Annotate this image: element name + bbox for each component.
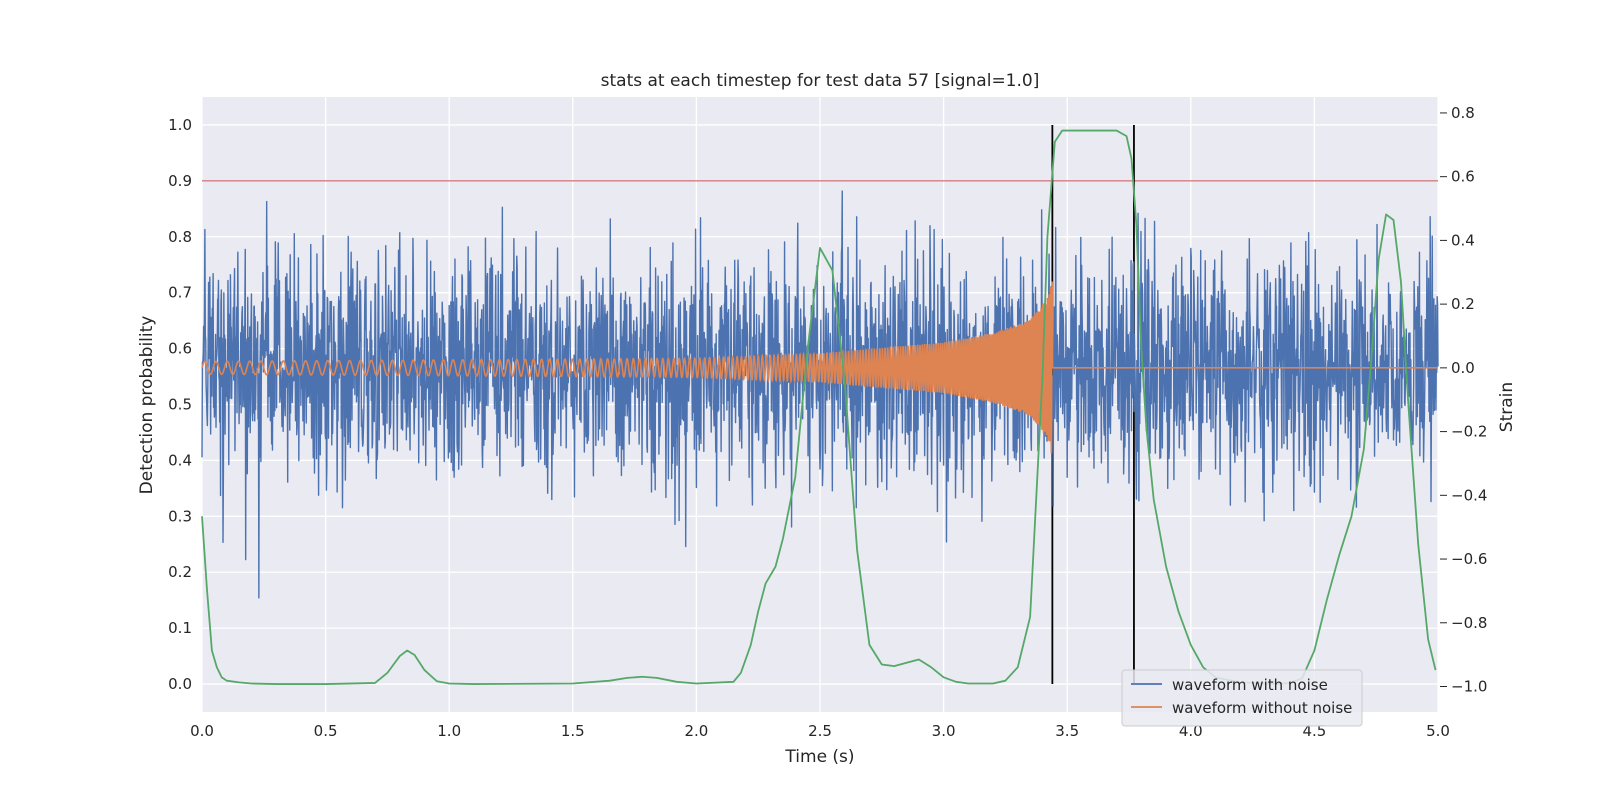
y-tick-label: 0.0	[168, 675, 192, 693]
x-tick-label: 5.0	[1426, 722, 1450, 740]
x-axis-label: Time (s)	[784, 747, 854, 767]
y2-tick-label: −0.4	[1451, 486, 1487, 504]
x-tick-label: 1.5	[561, 722, 585, 740]
y-tick-label: 0.8	[168, 228, 192, 246]
y-tick-label: 1.0	[168, 116, 192, 134]
y-tick-label: 0.6	[168, 340, 192, 358]
legend: waveform with noise waveform without noi…	[1121, 669, 1363, 727]
y-tick-label: 0.7	[168, 284, 192, 302]
y2-tick-label: 0.6	[1451, 168, 1475, 186]
y2-tick-label: −0.6	[1451, 550, 1487, 568]
x-tick-label: 0.5	[314, 722, 338, 740]
y-tick-label: 0.4	[168, 451, 192, 469]
y2-tick-label: 0.2	[1451, 295, 1475, 313]
chart-title: stats at each timestep for test data 57 …	[601, 71, 1040, 91]
x-tick-label: 3.0	[932, 722, 956, 740]
x-tick-label: 0.0	[190, 722, 214, 740]
y-tick-label: 0.9	[168, 172, 192, 190]
y2-tick-label: 0.4	[1451, 231, 1475, 249]
y2-tick-label: −1.0	[1451, 678, 1487, 696]
x-tick-label: 3.5	[1055, 722, 1079, 740]
legend-box	[1121, 669, 1363, 727]
y2-axis-label: Strain	[1497, 382, 1517, 432]
y2-tick-label: 0.8	[1451, 104, 1475, 122]
legend-label-noise: waveform with noise	[1172, 676, 1328, 694]
series-line-waveform-without-noise	[201, 281, 1438, 454]
y-tick-label: 0.2	[168, 563, 192, 581]
y2-tick-label: 0.0	[1451, 359, 1475, 377]
y-tick-label: 0.1	[168, 619, 192, 637]
y2-tick-label: −0.8	[1451, 614, 1487, 632]
x-tick-label: 2.5	[808, 722, 832, 740]
y2-tick-label: −0.2	[1451, 423, 1487, 441]
legend-label-clean: waveform without noise	[1172, 699, 1352, 717]
y-axis-label: Detection probability	[137, 316, 157, 495]
x-tick-label: 2.0	[684, 722, 708, 740]
y-tick-label: 0.3	[168, 507, 192, 525]
y-tick-label: 0.5	[168, 396, 192, 414]
x-tick-label: 1.0	[437, 722, 461, 740]
series-line-waveform-with-noise	[201, 190, 1439, 599]
